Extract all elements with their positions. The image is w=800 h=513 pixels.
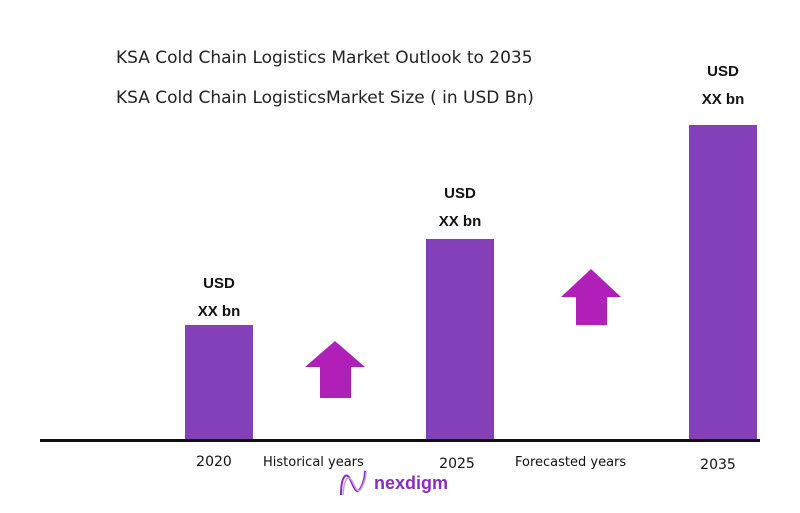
forecasted-years-label: Forecasted years <box>515 455 627 470</box>
brand-name: nexdigm <box>374 472 449 493</box>
value-label-2020: USD XX bn <box>169 270 269 326</box>
value-label-currency: USD <box>203 275 235 292</box>
x-tick-2035: 2035 <box>700 457 736 473</box>
chart-subtitle: KSA Cold Chain LogisticsMarket Size ( in… <box>116 88 534 108</box>
value-label-amount: XX bn <box>438 213 482 230</box>
value-label-2035: USD XX bn <box>673 58 773 114</box>
value-label-amount: XX bn <box>701 91 745 108</box>
up-arrow-icon <box>305 341 365 398</box>
up-arrow-icon <box>561 269 621 325</box>
x-tick-2025: 2025 <box>439 456 475 472</box>
bar-2020 <box>185 325 253 440</box>
historical-years-label: Historical years <box>263 455 364 470</box>
bar-2035 <box>689 125 757 440</box>
wave-logo-icon <box>340 470 367 496</box>
bar-2025 <box>426 239 494 440</box>
x-tick-2020: 2020 <box>196 454 232 470</box>
value-label-amount: XX bn <box>197 303 241 320</box>
value-label-currency: USD <box>444 185 476 202</box>
brand-logo: nexdigm <box>338 469 448 497</box>
value-label-2025: USD XX bn <box>410 180 510 236</box>
value-label-currency: USD <box>707 63 739 80</box>
x-axis-line <box>40 439 760 442</box>
chart-title: KSA Cold Chain Logistics Market Outlook … <box>116 48 533 68</box>
